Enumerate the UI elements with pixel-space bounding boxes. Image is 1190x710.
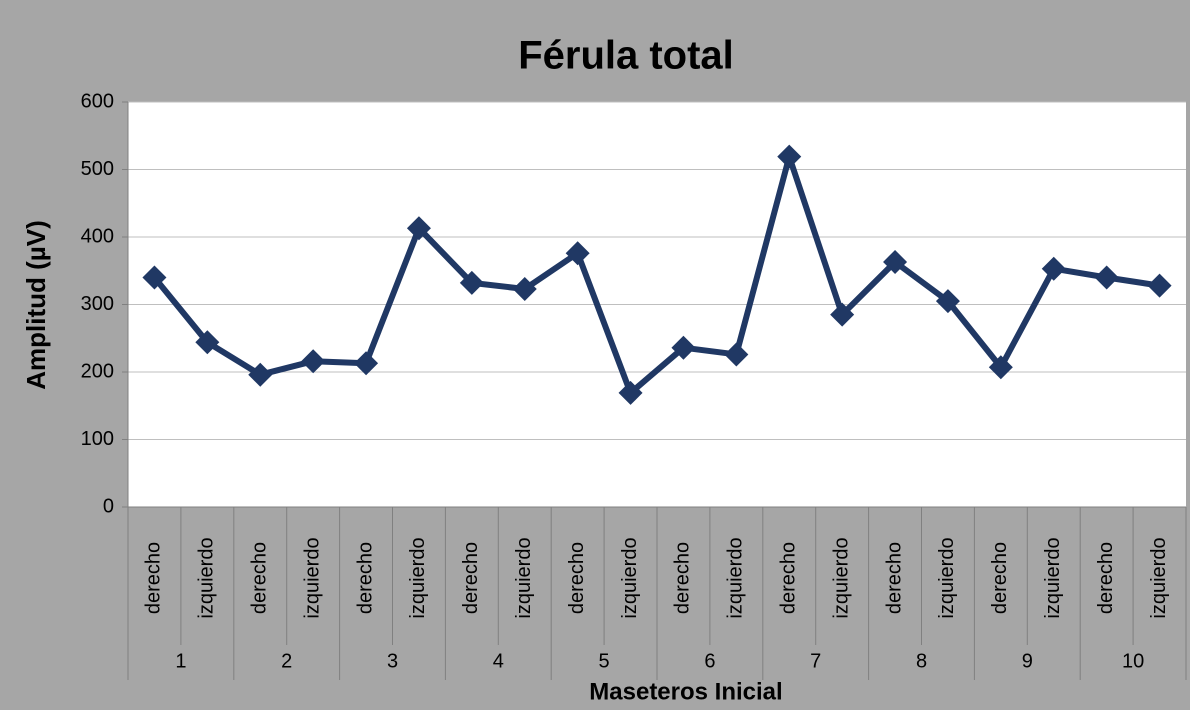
group-label: 5 xyxy=(599,650,610,672)
marker xyxy=(1094,265,1119,290)
x-tick-label: izquierdo xyxy=(619,537,641,618)
marker xyxy=(1147,273,1172,298)
marker xyxy=(935,289,960,314)
x-axis-title: Maseteros Inicial xyxy=(589,678,782,705)
x-tick-label: izquierdo xyxy=(407,537,429,618)
x-tick-label: derecho xyxy=(672,542,694,614)
marker xyxy=(618,380,643,405)
y-tick-label: 600 xyxy=(81,90,114,112)
x-tick-label: izquierdo xyxy=(936,537,958,618)
group-label: 6 xyxy=(704,650,715,672)
chart-title: Férula total xyxy=(518,34,734,78)
x-tick-label: derecho xyxy=(778,542,800,614)
y-tick-label: 500 xyxy=(81,158,114,180)
y-tick-label: 100 xyxy=(81,428,114,450)
x-tick-label: derecho xyxy=(354,542,376,614)
marker xyxy=(459,270,484,295)
marker xyxy=(671,335,696,360)
marker xyxy=(406,216,431,241)
marker xyxy=(142,265,167,290)
x-tick-label: izquierdo xyxy=(196,537,218,618)
group-label: 2 xyxy=(281,650,292,672)
group-label: 1 xyxy=(175,650,186,672)
x-tick-label: izquierdo xyxy=(830,537,852,618)
y-tick-label: 0 xyxy=(103,495,114,517)
marker xyxy=(830,302,855,327)
marker xyxy=(988,355,1013,380)
x-tick-label: derecho xyxy=(1095,542,1117,614)
y-tick-label: 400 xyxy=(81,225,114,247)
group-label: 8 xyxy=(916,650,927,672)
marker xyxy=(883,249,908,274)
group-label: 3 xyxy=(387,650,398,672)
x-tick-label: derecho xyxy=(143,542,165,614)
marker xyxy=(195,330,220,355)
group-label: 9 xyxy=(1022,650,1033,672)
x-tick-label: izquierdo xyxy=(1148,537,1170,618)
y-axis-title: Amplitud (µV) xyxy=(21,220,51,390)
x-tick-label: derecho xyxy=(460,542,482,614)
group-label: 7 xyxy=(810,650,821,672)
group-label: 4 xyxy=(493,650,504,672)
group-label: 10 xyxy=(1122,650,1144,672)
marker xyxy=(565,241,590,266)
x-tick-label: derecho xyxy=(989,542,1011,614)
x-tick-label: derecho xyxy=(249,542,271,614)
marker xyxy=(1041,256,1066,281)
x-tick-label: izquierdo xyxy=(513,537,535,618)
marker xyxy=(354,351,379,376)
marker xyxy=(724,342,749,367)
marker xyxy=(777,144,802,169)
x-tick-label: izquierdo xyxy=(301,537,323,618)
marker xyxy=(301,349,326,374)
x-tick-label: izquierdo xyxy=(725,537,747,618)
marker xyxy=(512,276,537,301)
marker xyxy=(248,362,273,387)
x-tick-label: derecho xyxy=(566,542,588,614)
y-tick-label: 200 xyxy=(81,360,114,382)
x-tick-label: derecho xyxy=(883,542,905,614)
y-tick-label: 300 xyxy=(81,293,114,315)
x-tick-label: izquierdo xyxy=(1042,537,1064,618)
